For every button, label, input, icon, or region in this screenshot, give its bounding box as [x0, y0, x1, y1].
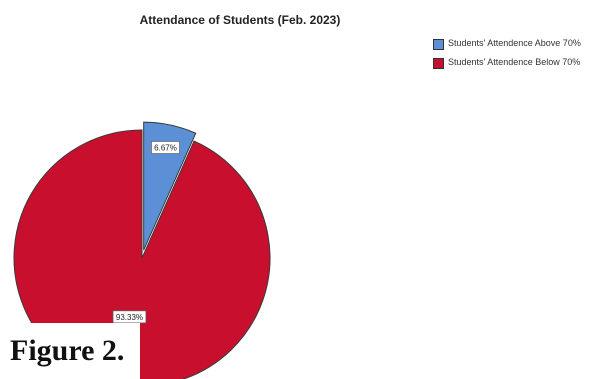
- pie-slice-above-70: [143, 121, 197, 251]
- legend-swatch-below-70: [433, 58, 444, 69]
- legend-item-above-70: Students' Attendence Above 70%: [433, 39, 600, 50]
- legend-item-below-70: Students' Attendence Below 70%: [433, 58, 600, 69]
- legend-label-below-70: Students' Attendence Below 70%: [448, 57, 581, 67]
- figure-caption: Figure 2.: [0, 323, 140, 379]
- legend-label-above-70: Students' Attendence Above 70%: [448, 38, 581, 48]
- data-label-below-70: 93.33%: [112, 310, 147, 324]
- svg-text:93.33%: 93.33%: [116, 313, 143, 322]
- legend: Students' Attendence Above 70% Students'…: [433, 39, 600, 77]
- chart-title: Attendance of Students (Feb. 2023): [139, 13, 341, 27]
- data-label-above-70: 6.67%: [151, 141, 180, 154]
- legend-swatch-above-70: [433, 39, 444, 50]
- pie-slice-below-70: [13, 129, 271, 379]
- svg-text:6.67%: 6.67%: [154, 144, 177, 153]
